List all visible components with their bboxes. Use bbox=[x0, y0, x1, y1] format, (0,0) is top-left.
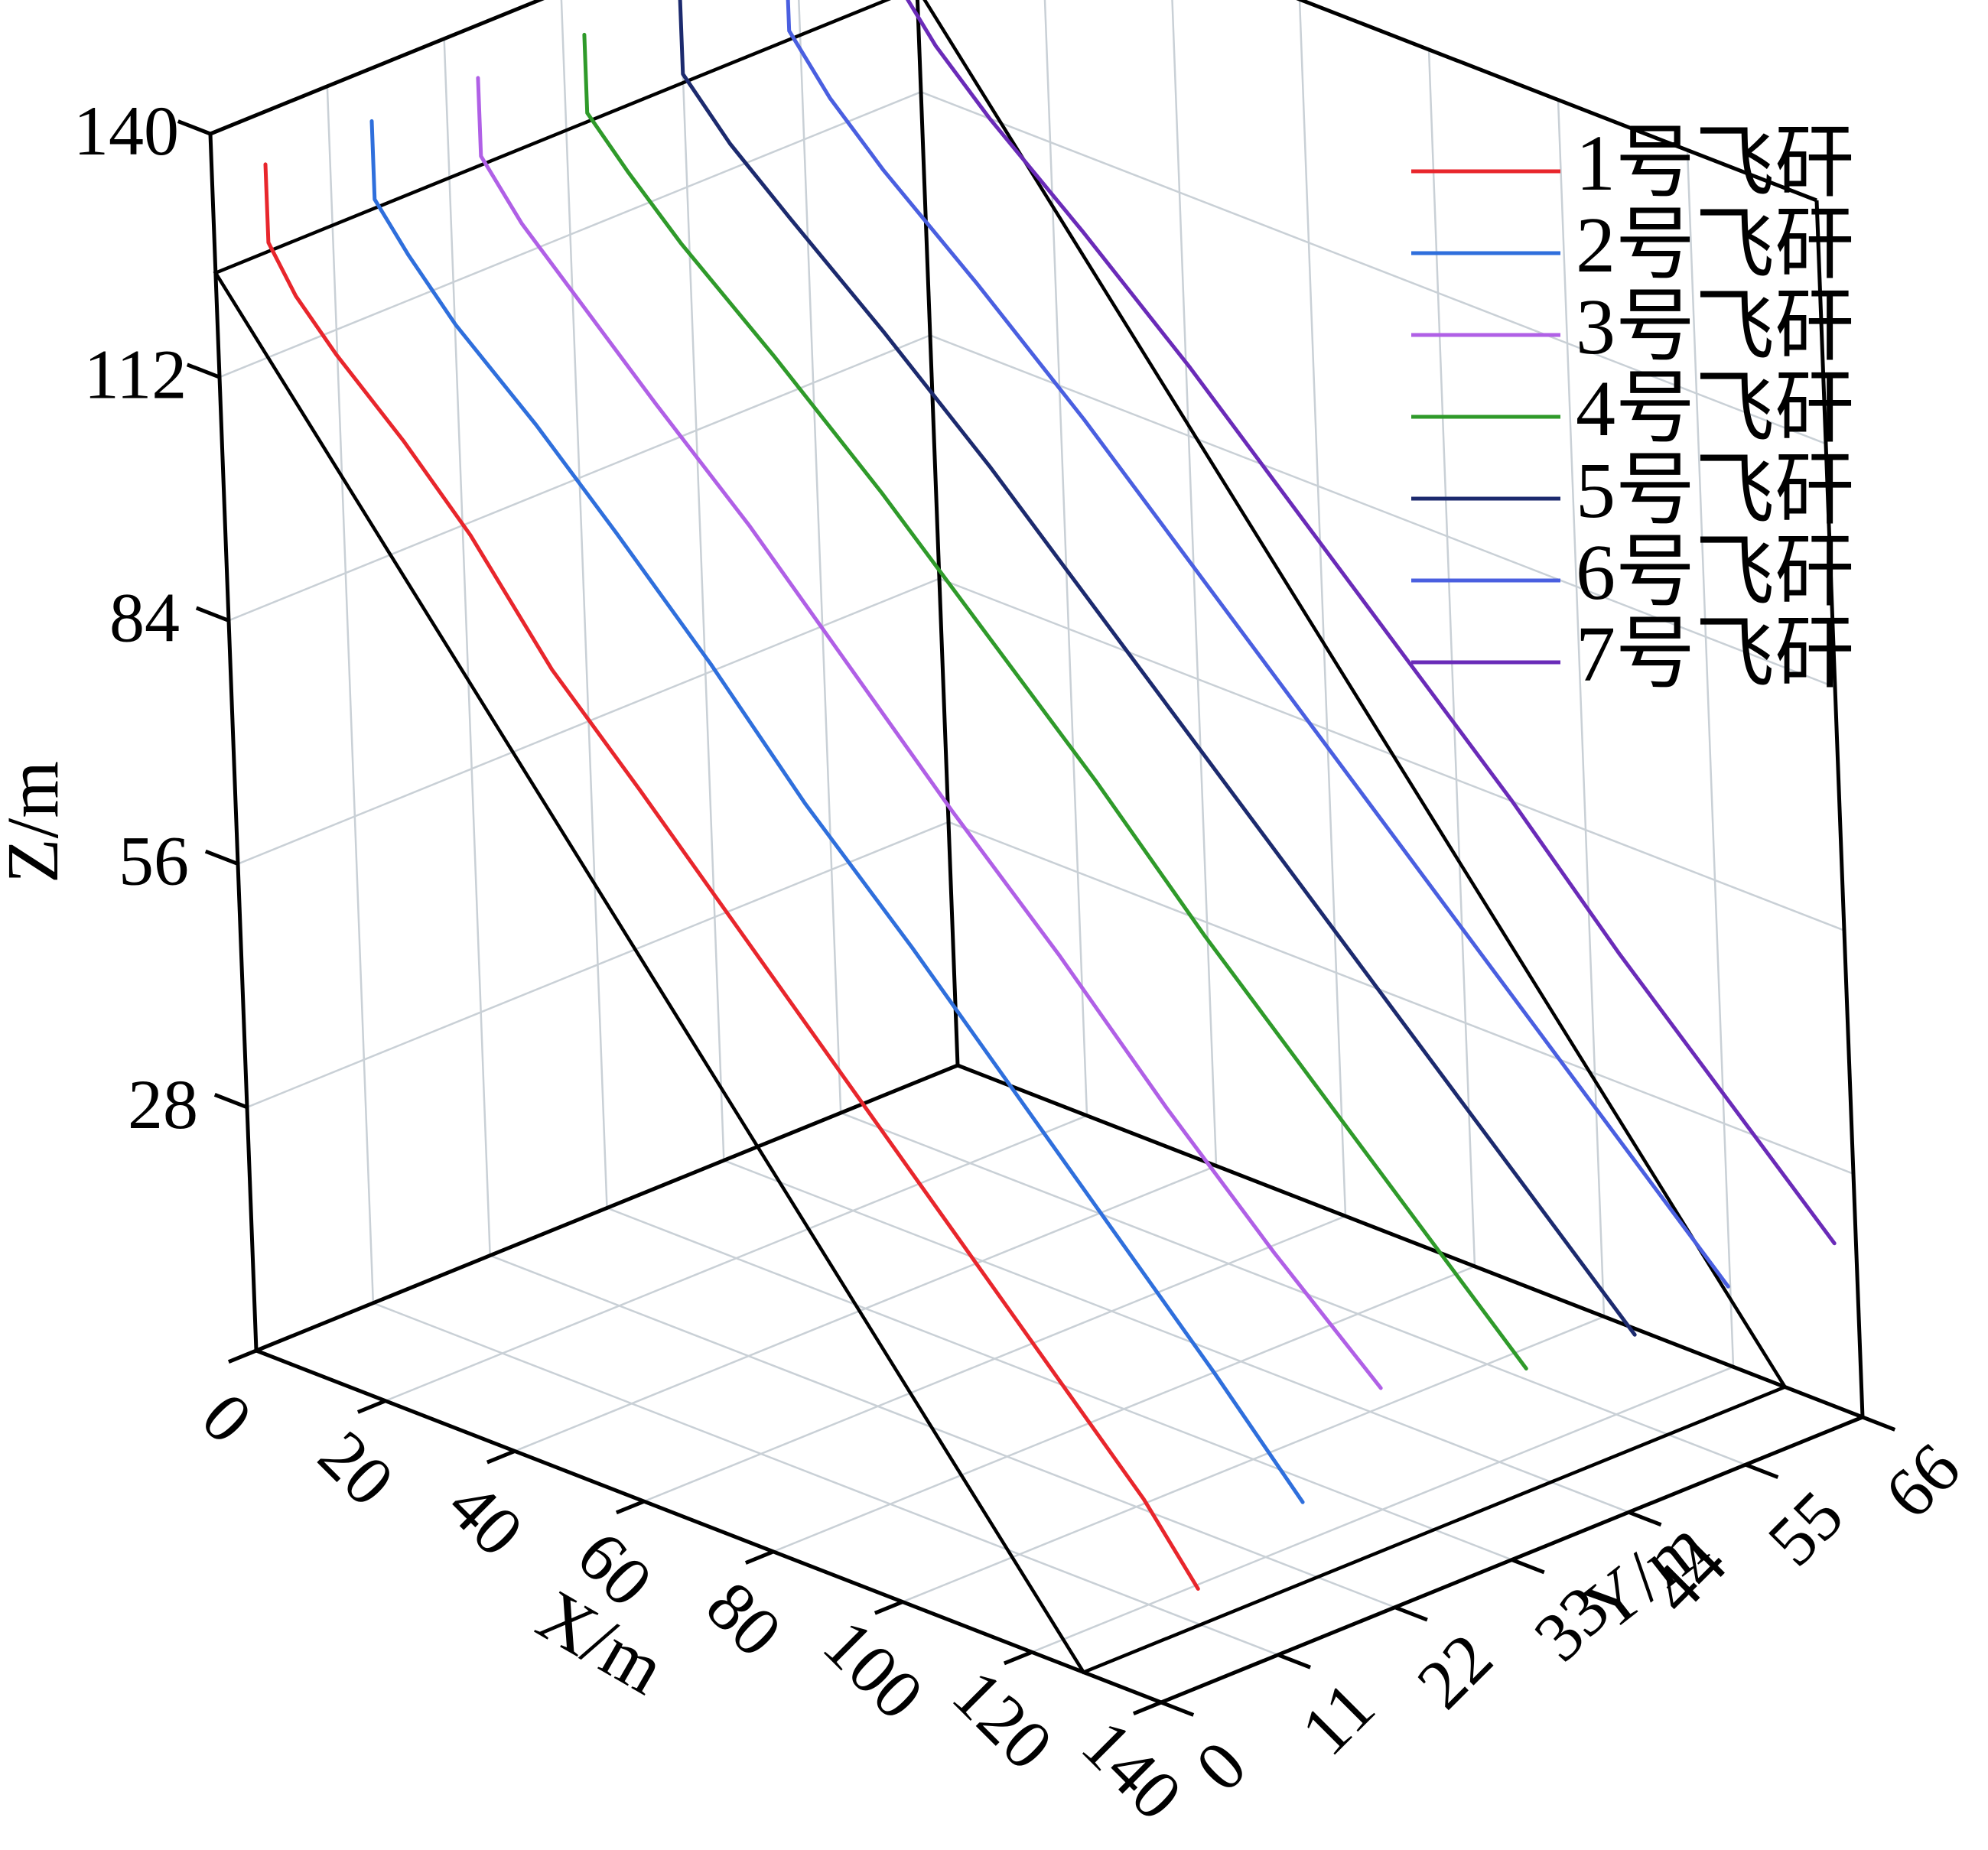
y-tick-mark bbox=[1394, 1605, 1428, 1622]
legend-item-7: 7号飞矸 bbox=[1411, 610, 1854, 698]
box-edge bbox=[210, 0, 545, 136]
gridline-back-z bbox=[920, 91, 1827, 445]
y-tick-mark bbox=[1511, 1558, 1545, 1575]
y-tick-label: 66 bbox=[1869, 1428, 1974, 1533]
x-tick-label: 40 bbox=[433, 1466, 538, 1571]
gridline-floor-y bbox=[840, 1112, 1746, 1466]
legend-item-4: 4号飞矸 bbox=[1411, 365, 1854, 453]
z-tick-mark bbox=[186, 363, 220, 379]
legend-item-1: 1号飞矸 bbox=[1411, 119, 1854, 207]
legend-label: 5号飞矸 bbox=[1576, 447, 1854, 535]
x-tick-mark bbox=[356, 1399, 386, 1414]
gridline-left-y bbox=[443, 38, 491, 1256]
z-tick-label: 28 bbox=[128, 1065, 198, 1143]
inclined-plane bbox=[213, 0, 1788, 1675]
legend-label: 7号飞矸 bbox=[1576, 610, 1854, 698]
box-edge bbox=[915, 0, 960, 1066]
x-tick-label: 20 bbox=[304, 1416, 408, 1520]
x-tick-label: 100 bbox=[809, 1605, 939, 1735]
series-line-7 bbox=[906, 0, 1837, 1246]
legend-item-6: 6号飞矸 bbox=[1411, 528, 1854, 616]
gridline-left-y bbox=[798, 0, 842, 1114]
z-tick-label: 112 bbox=[84, 335, 187, 413]
z-tick-mark bbox=[213, 1093, 248, 1110]
legend-item-2: 2号飞矸 bbox=[1411, 201, 1854, 289]
box-edge bbox=[255, 1063, 958, 1353]
gridline-back-x bbox=[1171, 0, 1218, 1166]
box-edge bbox=[255, 1348, 1162, 1705]
y-tick-mark bbox=[1277, 1653, 1311, 1670]
gridline-floor-y bbox=[490, 1254, 1396, 1608]
x-tick-label: 140 bbox=[1067, 1705, 1197, 1835]
gridline-floor-y bbox=[723, 1159, 1629, 1513]
x-axis-title: X/m bbox=[525, 1574, 678, 1710]
x-tick-mark bbox=[874, 1600, 903, 1615]
series-line-3 bbox=[476, 76, 1383, 1390]
x-tick-label: 80 bbox=[691, 1566, 796, 1671]
series-line-6 bbox=[786, 0, 1730, 1289]
x-tick-mark bbox=[744, 1549, 774, 1565]
legend-item-5: 5号飞矸 bbox=[1411, 447, 1854, 535]
y-tick-label: 22 bbox=[1402, 1618, 1507, 1723]
x-tick-mark bbox=[1003, 1650, 1033, 1666]
gridline-left-z bbox=[246, 821, 949, 1108]
z-tick-mark bbox=[195, 606, 229, 623]
series-layer bbox=[263, 0, 1837, 1591]
z-tick-label: 56 bbox=[119, 822, 189, 900]
gridline-back-x bbox=[1686, 150, 1735, 1367]
legend-label: 6号飞矸 bbox=[1576, 528, 1854, 616]
y-tick-label: 11 bbox=[1286, 1666, 1389, 1770]
x-tick-mark bbox=[1132, 1700, 1162, 1716]
legend-label: 3号飞矸 bbox=[1576, 283, 1854, 371]
y-tick-mark bbox=[1160, 1700, 1195, 1717]
gridline-back-x bbox=[1557, 99, 1606, 1317]
x-tick-mark bbox=[486, 1449, 516, 1465]
box-edge bbox=[1814, 200, 1865, 1418]
z-tick-label: 84 bbox=[109, 579, 180, 657]
x-tick-mark bbox=[227, 1348, 257, 1364]
gridline-back-x bbox=[1427, 49, 1476, 1266]
gridline-back-x bbox=[1298, 0, 1347, 1217]
series-line-1 bbox=[263, 162, 1200, 1591]
gridline-left-z bbox=[228, 334, 931, 622]
x-tick-label: 0 bbox=[187, 1378, 268, 1458]
y-tick-label: 55 bbox=[1753, 1476, 1858, 1581]
box-edge bbox=[1296, 0, 1817, 203]
z-tick-mark bbox=[204, 849, 239, 866]
y-tick-mark bbox=[1862, 1415, 1896, 1432]
gridline-left-y bbox=[678, 0, 725, 1161]
x-tick-label: 120 bbox=[938, 1654, 1068, 1784]
y-tick-mark bbox=[1628, 1510, 1662, 1527]
legend-label: 1号飞矸 bbox=[1576, 119, 1854, 207]
x-tick-mark bbox=[615, 1499, 645, 1515]
box-edge bbox=[208, 133, 259, 1351]
box-edge bbox=[957, 1063, 1863, 1419]
gridline-left-z bbox=[210, 0, 542, 135]
series-line-2 bbox=[369, 119, 1305, 1504]
series-line-5 bbox=[678, 0, 1637, 1337]
legend-item-3: 3号飞矸 bbox=[1411, 283, 1854, 371]
z-axis-title: Z/m bbox=[0, 761, 73, 883]
legend-label: 4号飞矸 bbox=[1576, 365, 1854, 453]
series-line-4 bbox=[582, 32, 1528, 1370]
y-tick-mark bbox=[1745, 1462, 1779, 1479]
gridline-left-y bbox=[560, 0, 608, 1208]
box-frame bbox=[208, 0, 1865, 1705]
gridline-back-z bbox=[948, 821, 1854, 1175]
gridline-floor-y bbox=[373, 1302, 1279, 1656]
inclined-plane-outline bbox=[213, 0, 1788, 1675]
axis-titles: X/m Y/m Z/m bbox=[0, 761, 1721, 1710]
gridline-left-z bbox=[219, 91, 922, 379]
gridline-floor-y bbox=[607, 1207, 1512, 1561]
gridline-back-x bbox=[1043, 0, 1088, 1116]
legend-label: 2号飞矸 bbox=[1576, 201, 1854, 289]
gridline-back-z bbox=[929, 334, 1836, 688]
grid-layer bbox=[209, 0, 1864, 1704]
z-tick-label: 140 bbox=[73, 92, 179, 170]
gridline-left-y bbox=[326, 86, 375, 1303]
z-tick-mark bbox=[177, 119, 211, 136]
y-tick-label: 0 bbox=[1181, 1726, 1261, 1806]
